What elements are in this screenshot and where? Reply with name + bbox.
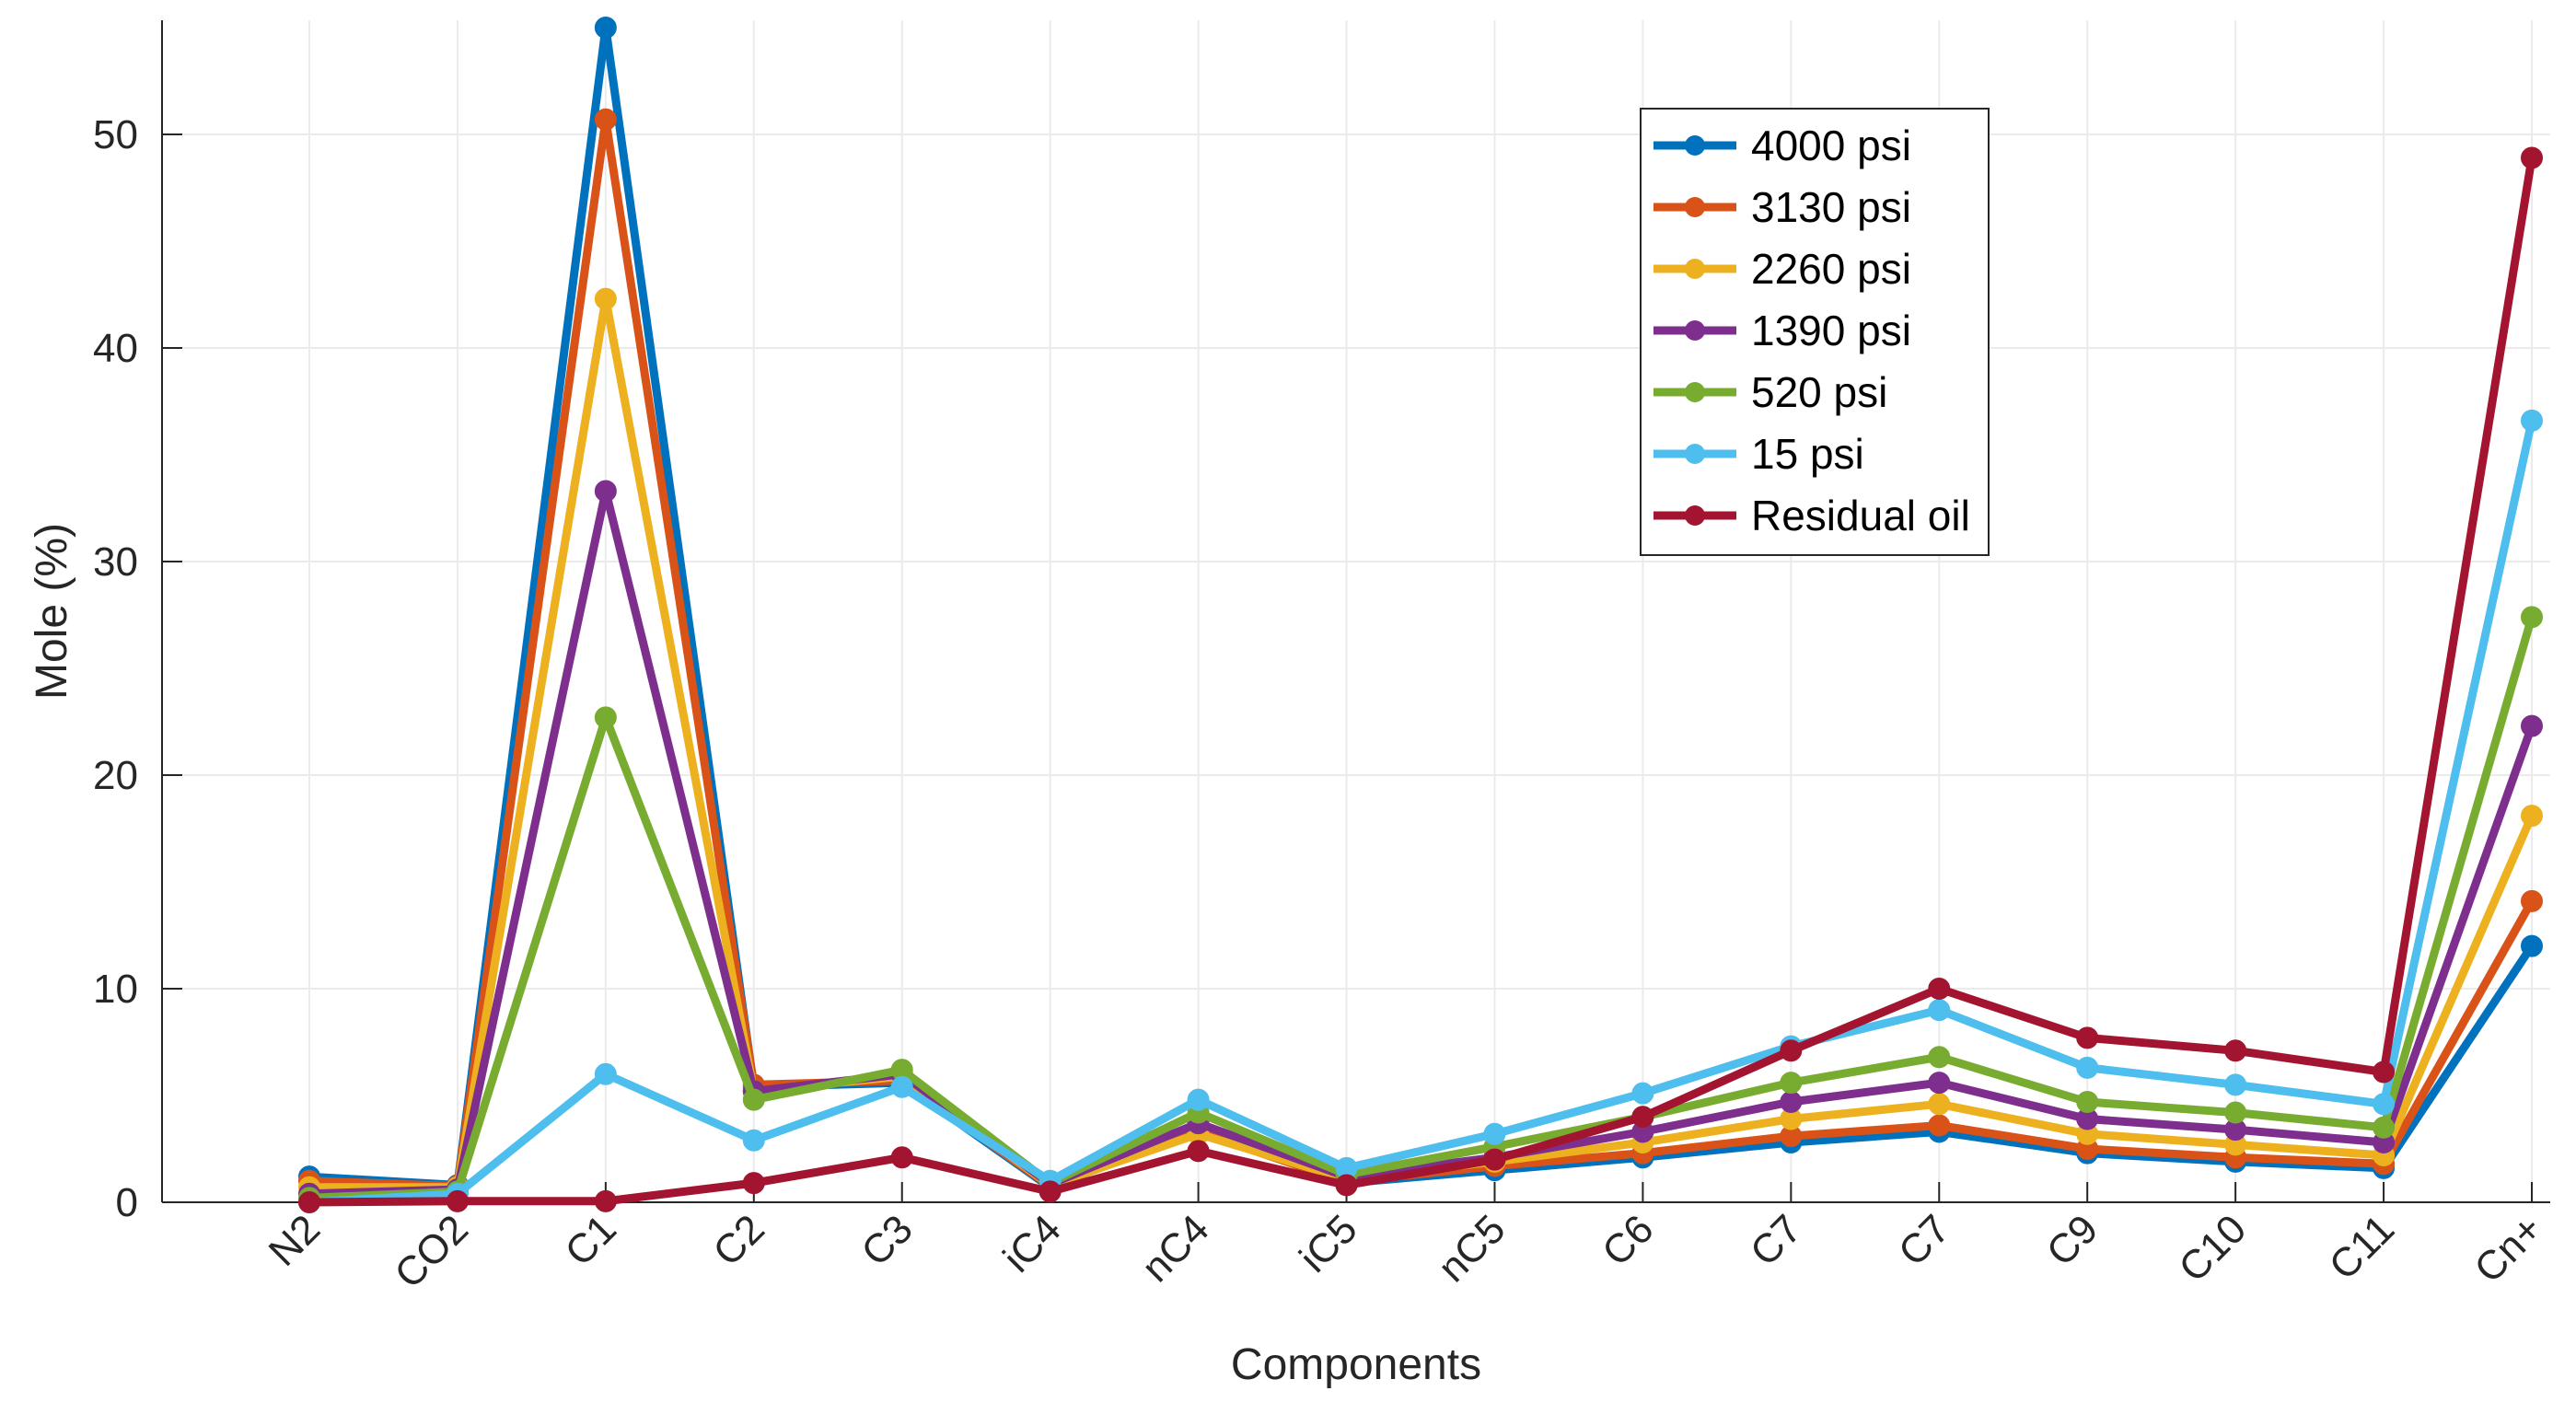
data-point	[1780, 1039, 1803, 1062]
series-residual-oil	[298, 146, 2543, 1213]
data-point	[1483, 1148, 1506, 1171]
legend-label: Residual oil	[1751, 492, 1970, 539]
data-point	[1631, 1106, 1654, 1129]
y-axis-label: Mole (%)	[28, 523, 76, 700]
data-point	[890, 1146, 913, 1169]
series-line	[305, 612, 2536, 1202]
y-tick-label: 10	[93, 967, 138, 1012]
series-layer	[298, 17, 2543, 1213]
legend-label: 3130 psi	[1751, 183, 1911, 231]
data-point	[2076, 1056, 2099, 1079]
data-point	[1483, 1122, 1506, 1145]
data-point	[2521, 934, 2543, 957]
legend-label: 1390 psi	[1751, 307, 1911, 354]
data-point	[594, 17, 617, 39]
data-point	[742, 1088, 765, 1111]
data-point	[1631, 1082, 1654, 1105]
data-point	[742, 1129, 765, 1152]
data-point	[446, 1189, 469, 1212]
legend-marker	[1685, 259, 1705, 279]
series-line	[305, 416, 2536, 1207]
data-point	[2521, 714, 2543, 737]
legend-label: 520 psi	[1751, 368, 1887, 416]
data-point	[2224, 1073, 2247, 1096]
data-point	[1928, 999, 1951, 1022]
data-point	[594, 480, 617, 503]
legend-label: 4000 psi	[1751, 122, 1911, 169]
series-line	[305, 154, 2536, 1207]
legend-marker	[1685, 382, 1705, 402]
legend-item: 15 psi	[1654, 430, 1864, 478]
data-point	[2521, 409, 2543, 432]
series-15-psi	[298, 409, 2543, 1213]
data-point	[1928, 1093, 1951, 1116]
data-point	[594, 287, 617, 310]
legend-item: 520 psi	[1654, 368, 1887, 416]
y-tick-label: 20	[93, 753, 138, 798]
legend-marker	[1685, 320, 1705, 341]
legend: 4000 psi 3130 psi 2260 psi 1390 psi 520 psi 1…	[1640, 108, 1990, 556]
legend-item: 1390 psi	[1654, 307, 1911, 354]
legend-marker	[1685, 505, 1705, 526]
legend-label: 15 psi	[1751, 430, 1864, 478]
data-point	[2373, 1060, 2396, 1084]
legend-marker	[1685, 135, 1705, 156]
data-point	[1928, 1046, 1951, 1069]
data-point	[594, 1189, 617, 1212]
series-line	[305, 486, 2536, 1199]
y-tick-label: 50	[93, 112, 138, 157]
data-point	[1928, 1072, 1951, 1095]
legend-item: Residual oil	[1654, 492, 1970, 539]
data-point	[594, 1062, 617, 1085]
data-point	[2373, 1116, 2396, 1139]
legend-item: 3130 psi	[1654, 183, 1911, 231]
data-point	[2521, 805, 2543, 828]
data-point	[1780, 1072, 1803, 1095]
data-point	[298, 1191, 320, 1213]
data-point	[2076, 1026, 2099, 1049]
data-point	[2373, 1093, 2396, 1116]
data-point	[594, 108, 617, 131]
legend-label: 2260 psi	[1751, 245, 1911, 293]
data-point	[1928, 1114, 1951, 1137]
data-point	[594, 706, 617, 729]
y-tick-label: 30	[93, 539, 138, 585]
data-point	[1780, 1090, 1803, 1113]
data-point	[742, 1172, 765, 1195]
y-tick-label: 40	[93, 326, 138, 371]
data-point	[1187, 1088, 1210, 1111]
data-point	[2521, 146, 2543, 169]
data-point	[2521, 889, 2543, 912]
y-tick-label: 0	[116, 1180, 138, 1225]
data-point	[1928, 978, 1951, 1000]
data-point	[1187, 1140, 1210, 1163]
data-point	[890, 1075, 913, 1098]
data-point	[2224, 1039, 2247, 1062]
data-point	[2224, 1101, 2247, 1124]
legend-item: 4000 psi	[1654, 122, 1911, 169]
data-point	[1039, 1180, 1062, 1203]
legend-item: 2260 psi	[1654, 245, 1911, 293]
data-point	[2521, 606, 2543, 629]
grid	[162, 20, 2550, 1203]
data-point	[1335, 1174, 1358, 1197]
x-axis-label: Components	[1231, 1340, 1481, 1389]
legend-marker	[1685, 197, 1705, 217]
data-point	[2076, 1090, 2099, 1113]
legend-marker	[1685, 444, 1705, 464]
